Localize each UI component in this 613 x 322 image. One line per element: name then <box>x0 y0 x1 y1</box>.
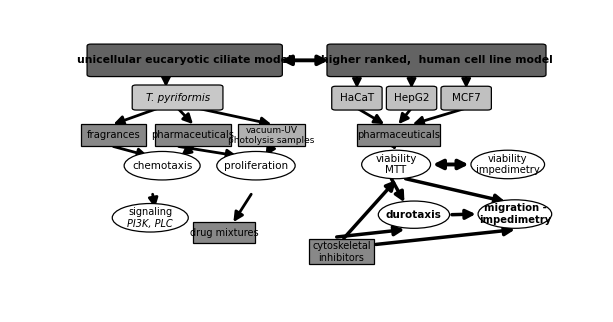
FancyBboxPatch shape <box>82 124 145 147</box>
FancyBboxPatch shape <box>310 240 373 264</box>
Text: HaCaT: HaCaT <box>340 93 374 103</box>
FancyBboxPatch shape <box>132 85 223 110</box>
Ellipse shape <box>362 150 430 179</box>
FancyBboxPatch shape <box>155 124 231 147</box>
Text: cytoskeletal
inhibitors: cytoskeletal inhibitors <box>312 241 371 263</box>
Text: higher ranked,  human cell line model: higher ranked, human cell line model <box>321 55 552 65</box>
Ellipse shape <box>471 150 544 179</box>
Text: pharmaceuticals: pharmaceuticals <box>357 130 440 140</box>
FancyBboxPatch shape <box>386 86 436 110</box>
Text: chemotaxis: chemotaxis <box>132 161 192 171</box>
FancyBboxPatch shape <box>441 86 492 110</box>
Ellipse shape <box>217 151 295 180</box>
Text: signaling: signaling <box>128 207 172 217</box>
Text: unicellular eucaryotic ciliate model: unicellular eucaryotic ciliate model <box>77 55 292 65</box>
Text: MCF7: MCF7 <box>452 93 481 103</box>
Ellipse shape <box>124 151 200 180</box>
Text: durotaxis: durotaxis <box>386 210 442 220</box>
Text: HepG2: HepG2 <box>394 93 429 103</box>
Text: drug mixtures: drug mixtures <box>189 228 258 238</box>
Text: fragrances: fragrances <box>86 130 140 140</box>
Ellipse shape <box>112 204 188 232</box>
FancyBboxPatch shape <box>193 222 255 243</box>
FancyBboxPatch shape <box>87 44 283 77</box>
FancyBboxPatch shape <box>357 124 440 147</box>
Text: viability
MTT: viability MTT <box>375 154 417 175</box>
Text: vacuum-UV
photolysis samples: vacuum-UV photolysis samples <box>228 126 314 145</box>
Text: migration -
impedimetry: migration - impedimetry <box>479 203 551 225</box>
FancyBboxPatch shape <box>238 124 305 147</box>
Ellipse shape <box>478 200 552 228</box>
FancyBboxPatch shape <box>327 44 546 77</box>
Text: viability
impedimetry: viability impedimetry <box>476 154 539 175</box>
Text: pharmaceuticals: pharmaceuticals <box>151 130 235 140</box>
FancyBboxPatch shape <box>332 86 382 110</box>
Text: proliferation: proliferation <box>224 161 288 171</box>
Ellipse shape <box>378 201 449 228</box>
Text: PI3K, PLC: PI3K, PLC <box>128 219 173 229</box>
Text: T. pyriformis: T. pyriformis <box>145 92 210 102</box>
